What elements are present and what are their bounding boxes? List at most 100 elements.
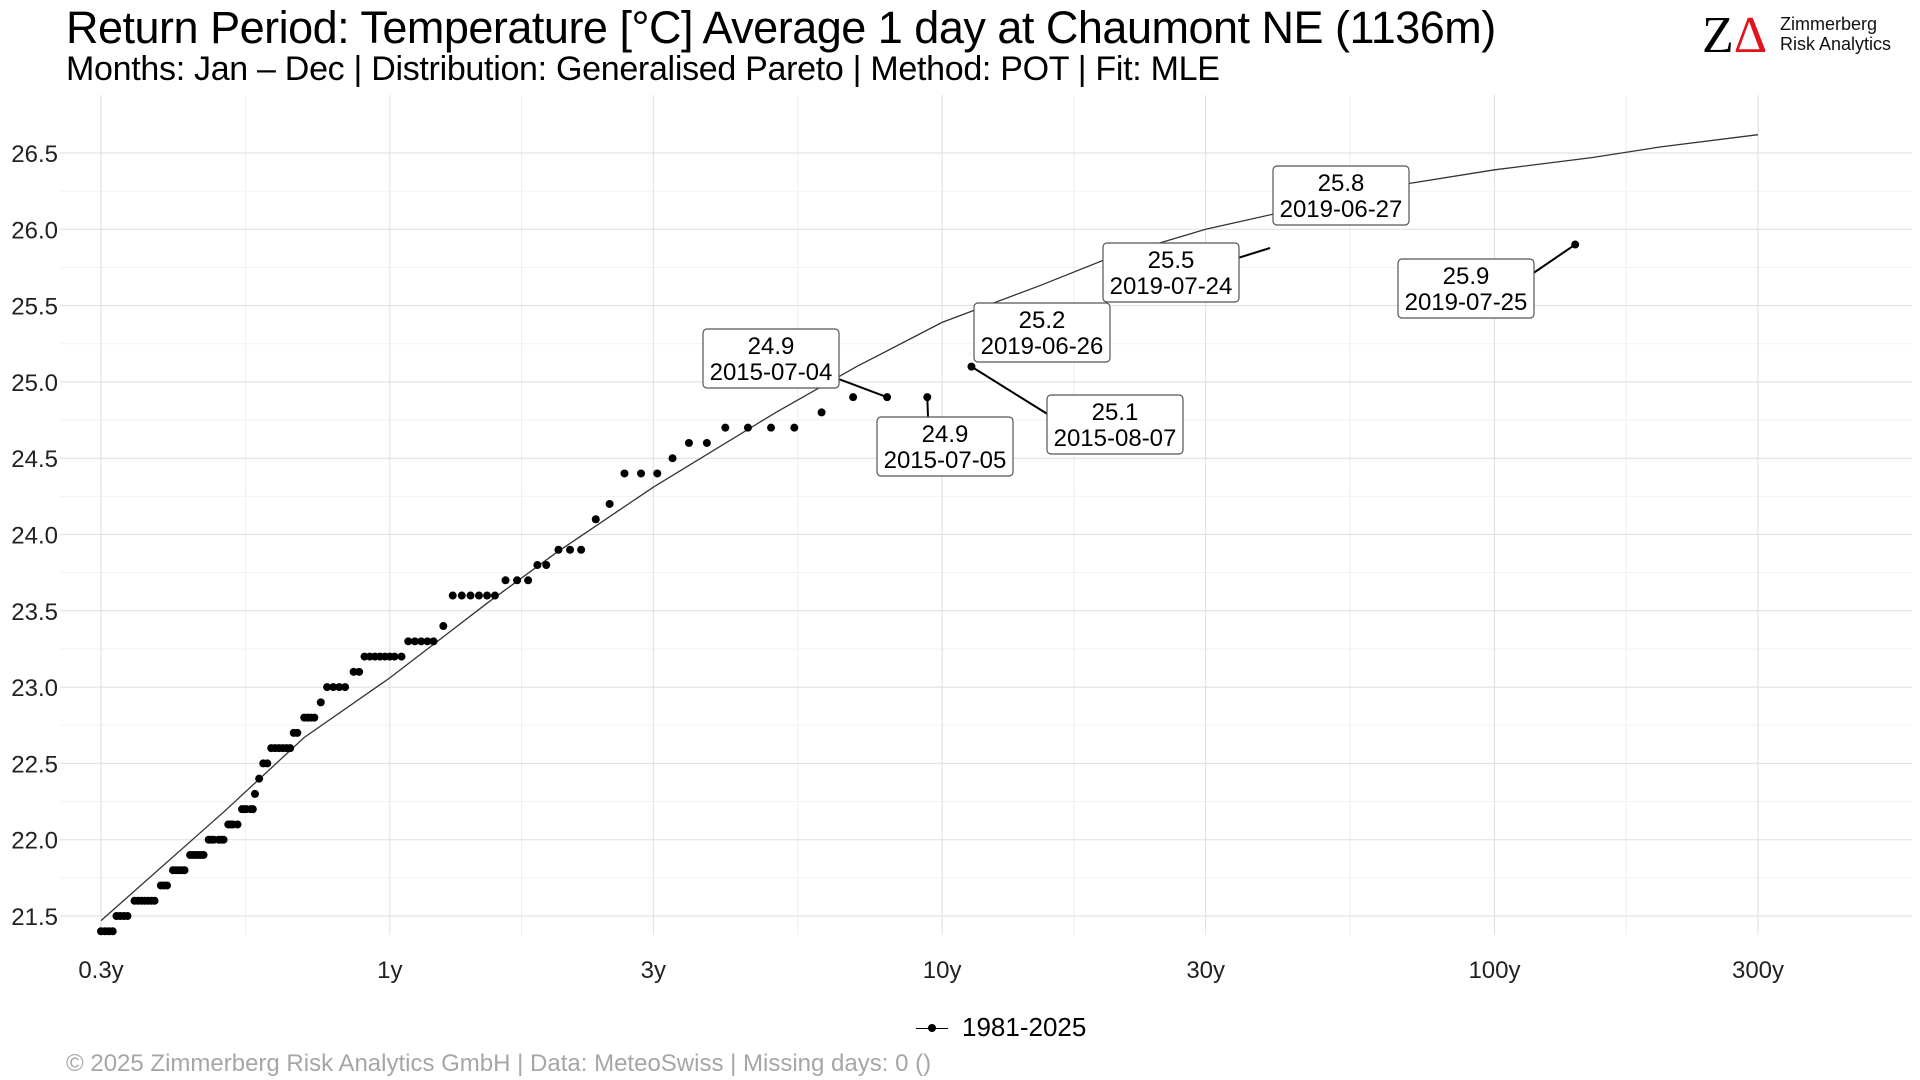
data-point <box>513 576 522 585</box>
data-point <box>255 774 264 783</box>
data-point <box>355 667 364 676</box>
x-tick-label: 3y <box>641 957 666 984</box>
data-point <box>668 454 677 463</box>
data-point <box>653 469 662 478</box>
data-point <box>524 576 533 585</box>
data-point <box>123 912 132 920</box>
x-tick-label: 10y <box>923 957 962 984</box>
data-point <box>250 789 259 798</box>
legend-key-icon <box>912 1018 952 1038</box>
data-point <box>483 591 492 600</box>
fit-curve-line <box>100 134 1759 922</box>
data-point <box>417 637 426 646</box>
data-point <box>286 744 295 753</box>
logo-mark: ZΔ <box>1702 10 1767 62</box>
data-point <box>199 850 208 859</box>
annotation-box <box>1397 258 1535 319</box>
logo-mark-z: Z <box>1702 7 1734 64</box>
y-tick-label: 23.0 <box>11 675 58 702</box>
data-point <box>577 545 586 554</box>
y-tick-label: 22.5 <box>11 751 58 778</box>
data-point <box>248 805 257 814</box>
annotation-value: 24.9 <box>748 333 795 360</box>
data-points <box>97 240 1580 936</box>
data-point <box>233 820 242 829</box>
data-point <box>323 683 332 692</box>
annotation-leader-line <box>970 365 1050 416</box>
data-point <box>474 591 483 600</box>
data-point <box>743 423 752 432</box>
data-point <box>423 637 432 646</box>
annotation-box <box>1046 394 1184 455</box>
chart-subtitle: Months: Jan – Dec | Distribution: Genera… <box>66 50 1220 88</box>
annotation-box <box>1272 165 1410 226</box>
y-tick-label: 21.5 <box>11 904 58 931</box>
annotation-value: 25.8 <box>1318 170 1365 197</box>
data-point <box>637 469 646 478</box>
annotation-box <box>973 302 1111 363</box>
y-tick-label: 22.0 <box>11 828 58 855</box>
data-point <box>767 423 776 432</box>
annotation-date: 2019-06-27 <box>1280 196 1403 223</box>
annotation-leader-line <box>1531 243 1576 275</box>
data-point <box>702 438 711 447</box>
data-point <box>180 866 189 875</box>
axis-ticks: 0.3y 1y 3y 10y 30y 100y 300y 21.5 22.0 22.5 23.0 23… <box>11 141 1784 984</box>
annotation-box <box>702 328 840 389</box>
logo-name: Zimmerberg Risk Analytics <box>1780 14 1891 54</box>
data-point <box>162 881 171 890</box>
annotation-box <box>876 416 1014 477</box>
data-point <box>620 469 629 478</box>
annotation-value: 25.9 <box>1443 263 1490 290</box>
y-tick-label: 23.5 <box>11 599 58 626</box>
logo-name-line1: Zimmerberg <box>1780 14 1878 34</box>
annotation-date: 2015-07-04 <box>710 359 833 386</box>
y-tick-label: 26.0 <box>11 217 58 244</box>
data-point <box>390 652 399 661</box>
data-point <box>219 835 228 844</box>
data-point <box>591 515 600 524</box>
logo-name-line2: Risk Analytics <box>1780 34 1892 54</box>
data-point <box>293 728 302 737</box>
x-tick-label: 100y <box>1468 957 1520 984</box>
annotation-date: 2019-06-26 <box>981 333 1104 360</box>
annotation-value: 25.1 <box>1092 399 1139 426</box>
data-point <box>554 545 563 554</box>
data-point <box>566 545 575 554</box>
x-tick-label: 1y <box>377 957 402 984</box>
data-point <box>341 683 350 692</box>
annotation-value: 25.2 <box>1019 307 1066 334</box>
footer-credit: © 2025 Zimmerberg Risk Analytics GmbH | … <box>66 1050 932 1077</box>
y-tick-label: 24.0 <box>11 523 58 550</box>
data-point <box>429 637 438 646</box>
data-point <box>439 622 448 631</box>
data-point <box>721 423 730 432</box>
x-tick-label: 300y <box>1732 957 1784 984</box>
annotation-leader-line <box>1237 247 1271 259</box>
data-point <box>404 637 413 646</box>
data-point <box>490 591 499 600</box>
data-point <box>817 408 826 417</box>
data-point <box>849 393 858 402</box>
data-point <box>466 591 475 600</box>
annotation-box <box>1102 242 1240 303</box>
data-point <box>108 927 117 936</box>
data-point <box>448 591 457 600</box>
legend: 1981-2025 <box>912 1012 1086 1043</box>
y-tick-label: 25.0 <box>11 370 58 397</box>
annotation-value: 25.5 <box>1148 247 1195 274</box>
data-point <box>397 652 406 661</box>
x-tick-label: 0.3y <box>78 957 123 984</box>
data-point <box>410 637 419 646</box>
chart-title: Return Period: Temperature [°C] Average … <box>66 2 1496 53</box>
data-point <box>457 591 466 600</box>
data-point <box>684 438 693 447</box>
data-point <box>335 683 344 692</box>
legend-label: 1981-2025 <box>962 1012 1087 1042</box>
